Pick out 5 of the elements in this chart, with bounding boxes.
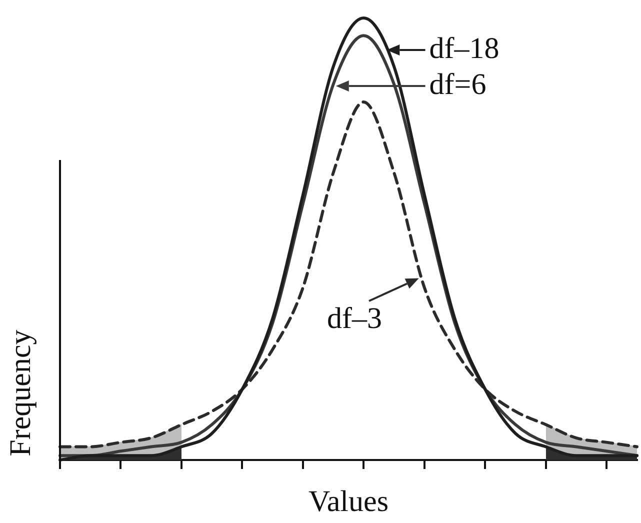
series-label: df–3 — [327, 302, 382, 335]
x-axis-title: Values — [308, 484, 388, 518]
y-axis-title: Frequency — [4, 330, 37, 456]
legend-label: df–18 — [429, 32, 500, 65]
legend-label: df=6 — [429, 68, 486, 101]
